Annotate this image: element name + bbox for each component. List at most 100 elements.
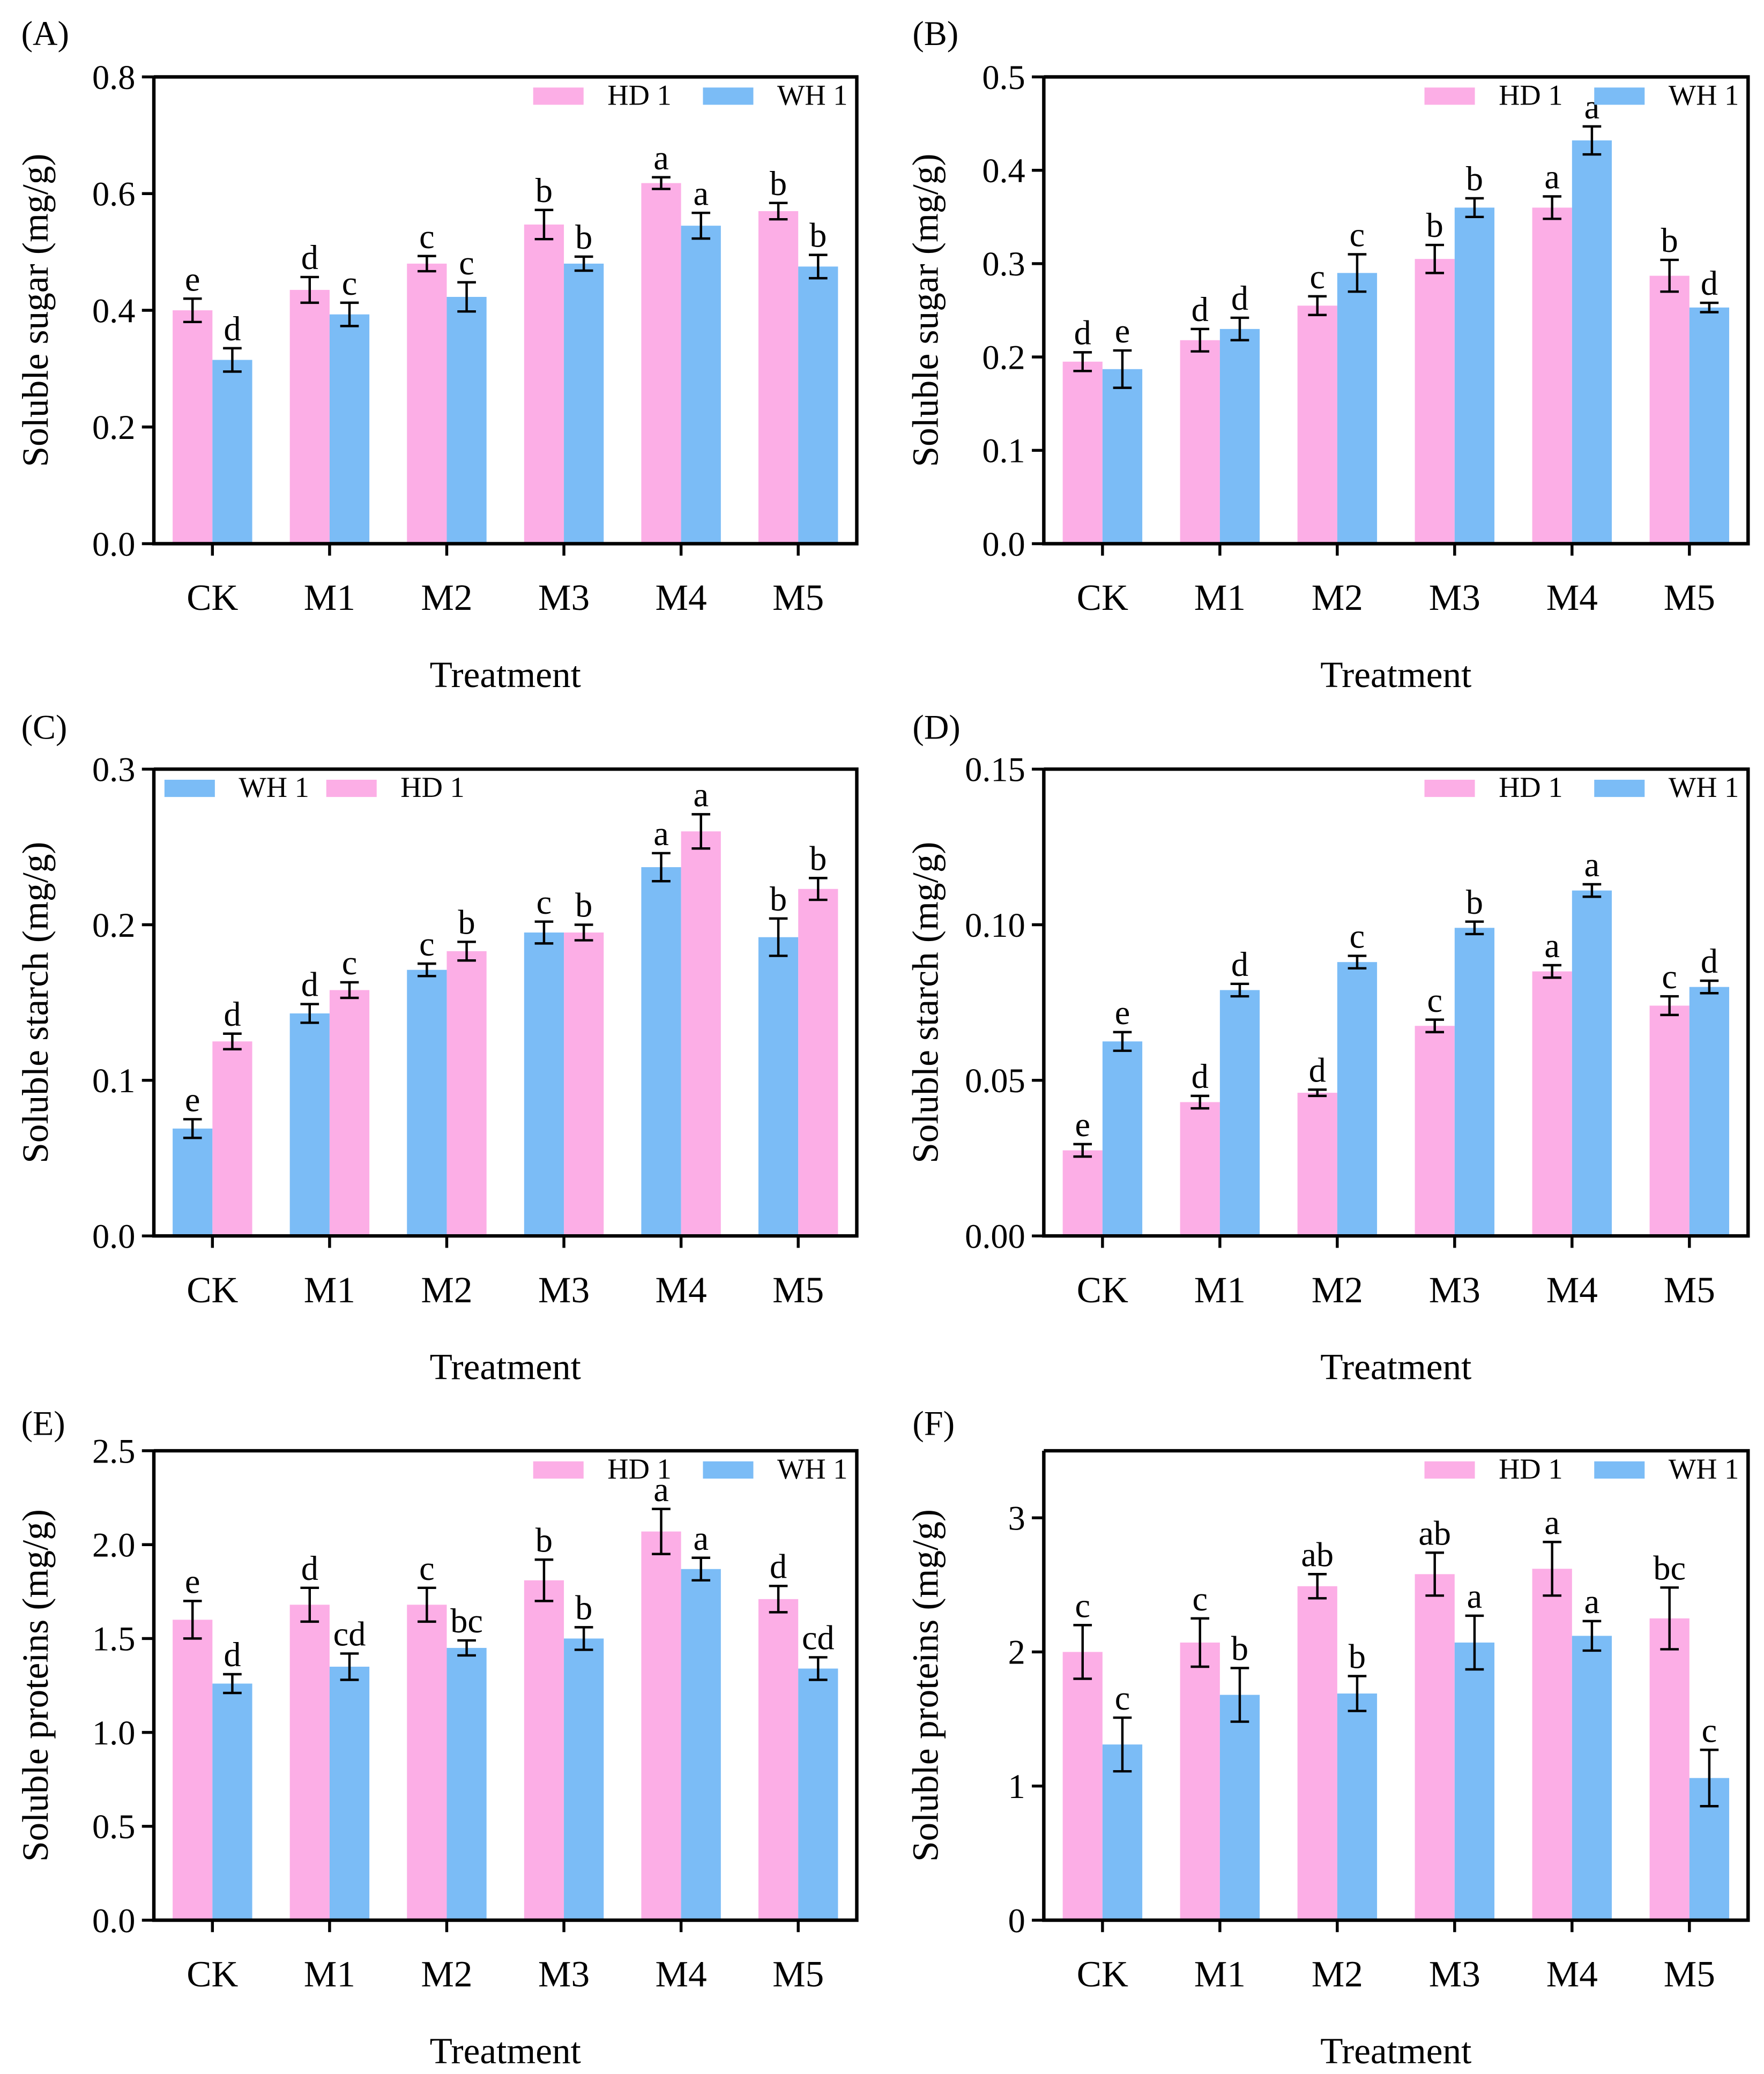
significance-label: c: [1075, 1587, 1090, 1625]
x-axis-title: Treatment: [430, 654, 581, 695]
bar: [564, 1638, 604, 1920]
x-tick-label: M2: [1312, 1953, 1363, 1995]
significance-label: b: [1231, 1630, 1248, 1668]
legend-label: WH 1: [1669, 1452, 1739, 1485]
bar: [1337, 1693, 1378, 1920]
bar: [1297, 1586, 1337, 1920]
x-tick-label: M3: [538, 577, 590, 618]
significance-label: d: [224, 995, 241, 1033]
significance-label: ab: [1418, 1514, 1451, 1552]
bar: [212, 1041, 252, 1236]
x-tick-label: M4: [656, 1953, 707, 1995]
y-tick-label: 0.00: [965, 1217, 1025, 1255]
significance-label: a: [693, 1519, 709, 1557]
significance-label: b: [1466, 883, 1483, 921]
y-axis-title: Soluble sugar (mg/g): [904, 154, 946, 467]
y-tick-label: 2.0: [92, 1526, 135, 1564]
significance-label: b: [458, 904, 475, 942]
y-tick-label: 0: [1008, 1901, 1025, 1939]
bar: [1454, 1642, 1495, 1920]
bar: [641, 183, 681, 544]
y-axis-title: Soluble starch (mg/g): [14, 842, 56, 1163]
bar: [681, 226, 721, 544]
bar: [524, 932, 564, 1236]
x-tick-label: M5: [1664, 1953, 1715, 1995]
bar: [1297, 305, 1337, 544]
x-axis-title: Treatment: [430, 2030, 581, 2071]
x-tick-label: M1: [304, 577, 355, 618]
bar: [407, 263, 447, 544]
bar: [1532, 207, 1572, 544]
x-tick-label: M5: [772, 1269, 824, 1310]
bar: [758, 1599, 799, 1920]
y-tick-label: 0.0: [92, 525, 135, 563]
x-tick-label: M3: [538, 1953, 590, 1995]
x-tick-label: M4: [1546, 1269, 1598, 1310]
significance-label: b: [535, 1521, 553, 1559]
bar: [1219, 1695, 1260, 1920]
bar: [1415, 259, 1455, 544]
x-tick-label: CK: [1077, 1953, 1128, 1995]
x-tick-label: M3: [1429, 1269, 1480, 1310]
panel-label: (A): [21, 14, 69, 53]
legend-swatch: [1424, 87, 1475, 105]
significance-label: c: [1350, 917, 1365, 956]
plot-frame: [1042, 1449, 1750, 1922]
significance-label: a: [653, 1471, 669, 1509]
y-tick-label: 1: [1008, 1767, 1025, 1806]
significance-label: b: [1661, 221, 1678, 259]
significance-label: cd: [333, 1615, 366, 1653]
y-tick-label: 0.1: [982, 432, 1025, 470]
y-tick-label: 0.0: [92, 1217, 135, 1255]
significance-label: c: [1702, 1711, 1717, 1749]
x-tick-label: M1: [304, 1953, 355, 1995]
bar: [1180, 1642, 1220, 1920]
bar: [1337, 273, 1378, 544]
significance-label: b: [1426, 206, 1443, 244]
significance-label: bc: [450, 1602, 483, 1640]
y-tick-label: 0.6: [92, 175, 135, 213]
significance-label: a: [1544, 158, 1560, 196]
significance-label: d: [301, 238, 318, 277]
bar: [798, 1668, 838, 1920]
legend-label: HD 1: [1499, 771, 1562, 803]
panel-label: (C): [21, 708, 68, 746]
y-tick-label: 0.10: [965, 906, 1025, 944]
bar: [1572, 890, 1612, 1236]
bar: [1572, 1636, 1612, 1920]
legend-swatch: [1594, 87, 1645, 105]
bar: [524, 1580, 564, 1920]
y-tick-label: 0.2: [92, 408, 135, 446]
panel-label: (B): [912, 14, 958, 53]
plot-frame: [152, 1449, 859, 1922]
legend-label: WH 1: [1669, 78, 1739, 111]
significance-label: a: [1584, 1583, 1600, 1621]
x-tick-label: M2: [1312, 577, 1363, 618]
bar: [446, 1647, 487, 1920]
significance-label: d: [301, 966, 318, 1004]
significance-label: d: [1074, 314, 1091, 352]
significance-label: d: [301, 1549, 318, 1587]
x-tick-label: M1: [304, 1269, 355, 1310]
bar: [446, 296, 487, 544]
significance-label: b: [809, 840, 827, 878]
significance-label: a: [693, 776, 709, 814]
x-tick-label: M1: [1194, 1269, 1246, 1310]
x-tick-label: M4: [656, 1269, 707, 1310]
bar: [1062, 361, 1103, 544]
significance-label: a: [653, 139, 669, 177]
plot-frame: [152, 767, 859, 1238]
significance-label: d: [1701, 264, 1718, 302]
bar: [1454, 928, 1495, 1236]
significance-label: c: [342, 944, 358, 982]
y-tick-label: 0.5: [982, 58, 1025, 96]
significance-label: c: [419, 925, 435, 963]
significance-label: a: [1544, 927, 1560, 965]
bar: [1532, 971, 1572, 1236]
y-tick-label: 0.1: [92, 1062, 135, 1100]
bar: [1180, 1102, 1220, 1236]
bar: [1454, 207, 1495, 544]
x-tick-label: M5: [772, 1953, 824, 1995]
x-tick-label: M5: [1664, 1269, 1715, 1310]
